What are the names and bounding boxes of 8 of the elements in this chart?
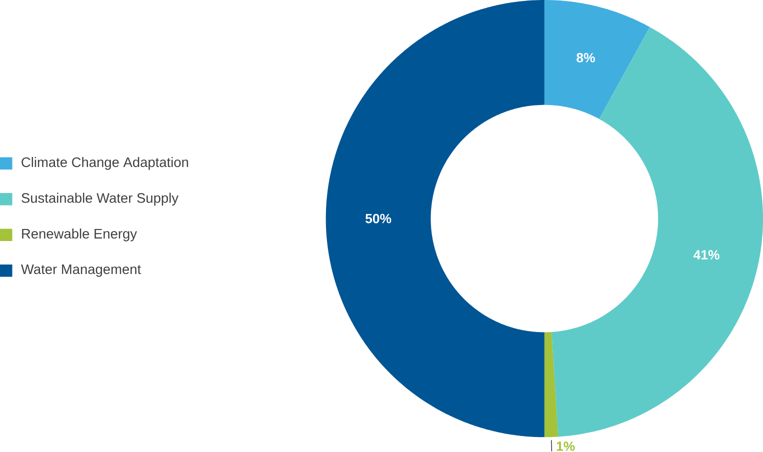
data-label: 8% [576,53,595,62]
legend-label: Water Management [21,264,141,277]
legend-label: Sustainable Water Supply [22,192,178,206]
data-label: 1% [556,442,575,451]
data-label: 41% [694,250,720,260]
legend-label: Renewable Energy [22,228,137,242]
legend-label: Climate Change Adaptation [22,157,188,170]
data-label: 50% [365,214,392,224]
